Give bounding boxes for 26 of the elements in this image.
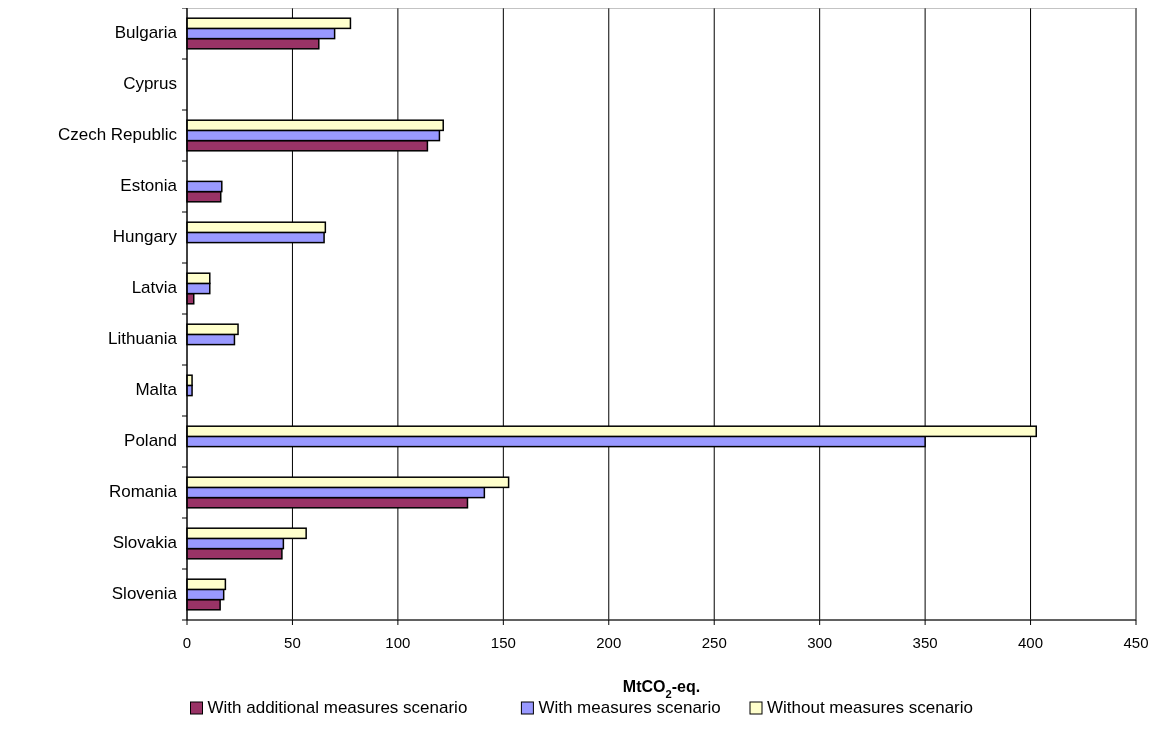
x-tick-label: 50: [284, 634, 301, 651]
y-tick-label: Bulgaria: [114, 22, 178, 42]
x-tick-label: 400: [1018, 634, 1044, 651]
y-tick-label: Czech Republic: [57, 124, 178, 144]
x-tick-label: 250: [701, 634, 727, 651]
y-tick-label: Slovenia: [111, 583, 178, 603]
legend-label: With measures scenario: [538, 698, 721, 717]
x-axis-title: MtCO$_{2}$-eq.: [622, 678, 701, 700]
y-tick-label: Latvia: [131, 277, 178, 297]
y-tick-label: Estonia: [120, 175, 178, 195]
y-tick-label: Romania: [108, 481, 178, 501]
legend-label: Without measures scenario: [767, 698, 973, 717]
y-tick-label: Malta: [135, 379, 178, 399]
x-tick-label: 200: [596, 634, 622, 651]
y-tick-label: Slovakia: [112, 532, 178, 552]
legend-label: With additional measures scenario: [207, 698, 468, 717]
y-tick-label: Poland: [124, 430, 177, 450]
x-tick-label: 300: [807, 634, 833, 651]
y-tick-label: Hungary: [112, 226, 178, 246]
y-tick-label: Cyprus: [123, 73, 177, 93]
x-tick-label: 0: [182, 634, 192, 651]
x-tick-label: 350: [912, 634, 938, 651]
x-tick-label: 100: [385, 634, 411, 651]
x-tick-label: 450: [1123, 634, 1149, 651]
y-tick-label: Lithuania: [107, 328, 178, 348]
x-tick-label: 150: [490, 634, 516, 651]
